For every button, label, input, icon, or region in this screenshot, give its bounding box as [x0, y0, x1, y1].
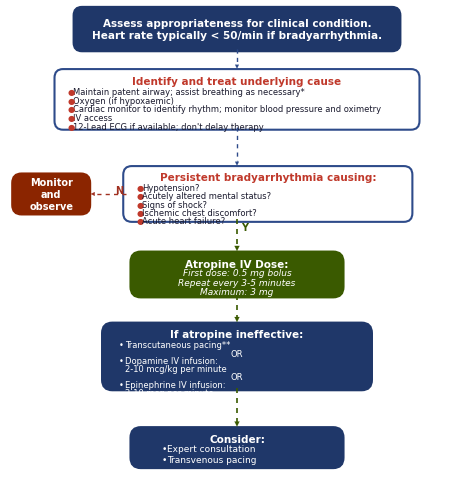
Text: IV access: IV access: [73, 114, 112, 123]
Text: Transcutaneous pacing**: Transcutaneous pacing**: [125, 341, 230, 350]
FancyBboxPatch shape: [73, 8, 401, 52]
Text: Acute heart failure?: Acute heart failure?: [142, 217, 225, 226]
Text: Dopamine IV infusion:: Dopamine IV infusion:: [125, 357, 218, 366]
Text: Identify and treat underlying cause: Identify and treat underlying cause: [132, 77, 342, 87]
Text: Y: Y: [241, 223, 248, 232]
Text: Cardiac monitor to identify rhythm; monitor blood pressure and oximetry: Cardiac monitor to identify rhythm; moni…: [73, 106, 381, 114]
FancyBboxPatch shape: [102, 323, 372, 391]
Text: Epinephrine IV infusion:: Epinephrine IV infusion:: [125, 380, 225, 390]
Text: 2-10 mcg per minute: 2-10 mcg per minute: [125, 388, 213, 397]
Text: Expert consultation: Expert consultation: [167, 444, 256, 453]
Text: •: •: [161, 444, 166, 453]
Text: ●: ●: [136, 200, 143, 209]
Text: Assess appropriateness for clinical condition.
Heart rate typically < 50/min if : Assess appropriateness for clinical cond…: [92, 19, 382, 41]
FancyBboxPatch shape: [55, 70, 419, 131]
Text: ●: ●: [67, 97, 74, 106]
Text: Signs of shock?: Signs of shock?: [142, 200, 207, 209]
Text: N: N: [115, 186, 123, 196]
Text: Repeat every 3-5 minutes: Repeat every 3-5 minutes: [178, 278, 296, 287]
Text: Monitor
and
observe: Monitor and observe: [29, 178, 73, 211]
Text: ●: ●: [67, 106, 74, 114]
Text: Hypotension?: Hypotension?: [142, 184, 199, 193]
Text: 12-Lead ECG if available; don't delay therapy: 12-Lead ECG if available; don't delay th…: [73, 123, 264, 132]
Text: •: •: [118, 341, 123, 350]
Text: Atropine IV Dose:: Atropine IV Dose:: [185, 259, 289, 269]
Text: Persistent bradyarrhythmia causing:: Persistent bradyarrhythmia causing:: [160, 173, 376, 183]
Text: ●: ●: [136, 217, 143, 226]
Text: If atropine ineffective:: If atropine ineffective:: [170, 330, 304, 340]
Text: Maximum: 3 mg: Maximum: 3 mg: [201, 287, 273, 296]
Text: •: •: [118, 357, 123, 366]
FancyBboxPatch shape: [12, 174, 90, 215]
Text: OR: OR: [231, 349, 243, 358]
Text: First dose: 0.5 mg bolus: First dose: 0.5 mg bolus: [182, 269, 292, 278]
Text: 2-10 mcg/kg per minute: 2-10 mcg/kg per minute: [125, 364, 227, 374]
Text: ●: ●: [136, 192, 143, 201]
Text: ●: ●: [67, 114, 74, 123]
Text: •: •: [118, 380, 123, 390]
Text: Acutely altered mental status?: Acutely altered mental status?: [142, 192, 271, 201]
Text: •: •: [161, 455, 166, 464]
Text: ●: ●: [136, 184, 143, 193]
Text: Oxygen (if hypoxaemic): Oxygen (if hypoxaemic): [73, 97, 174, 106]
Text: ●: ●: [136, 209, 143, 217]
Text: OR: OR: [231, 373, 243, 382]
FancyBboxPatch shape: [130, 252, 344, 298]
Text: Ischemic chest discomfort?: Ischemic chest discomfort?: [142, 209, 256, 217]
FancyBboxPatch shape: [123, 166, 412, 223]
Text: ●: ●: [67, 123, 74, 132]
Text: ●: ●: [67, 88, 74, 97]
FancyBboxPatch shape: [130, 427, 344, 469]
Text: Maintain patent airway; assist breathing as necessary*: Maintain patent airway; assist breathing…: [73, 88, 305, 97]
Text: Transvenous pacing: Transvenous pacing: [167, 455, 257, 464]
Text: Consider:: Consider:: [209, 435, 265, 444]
